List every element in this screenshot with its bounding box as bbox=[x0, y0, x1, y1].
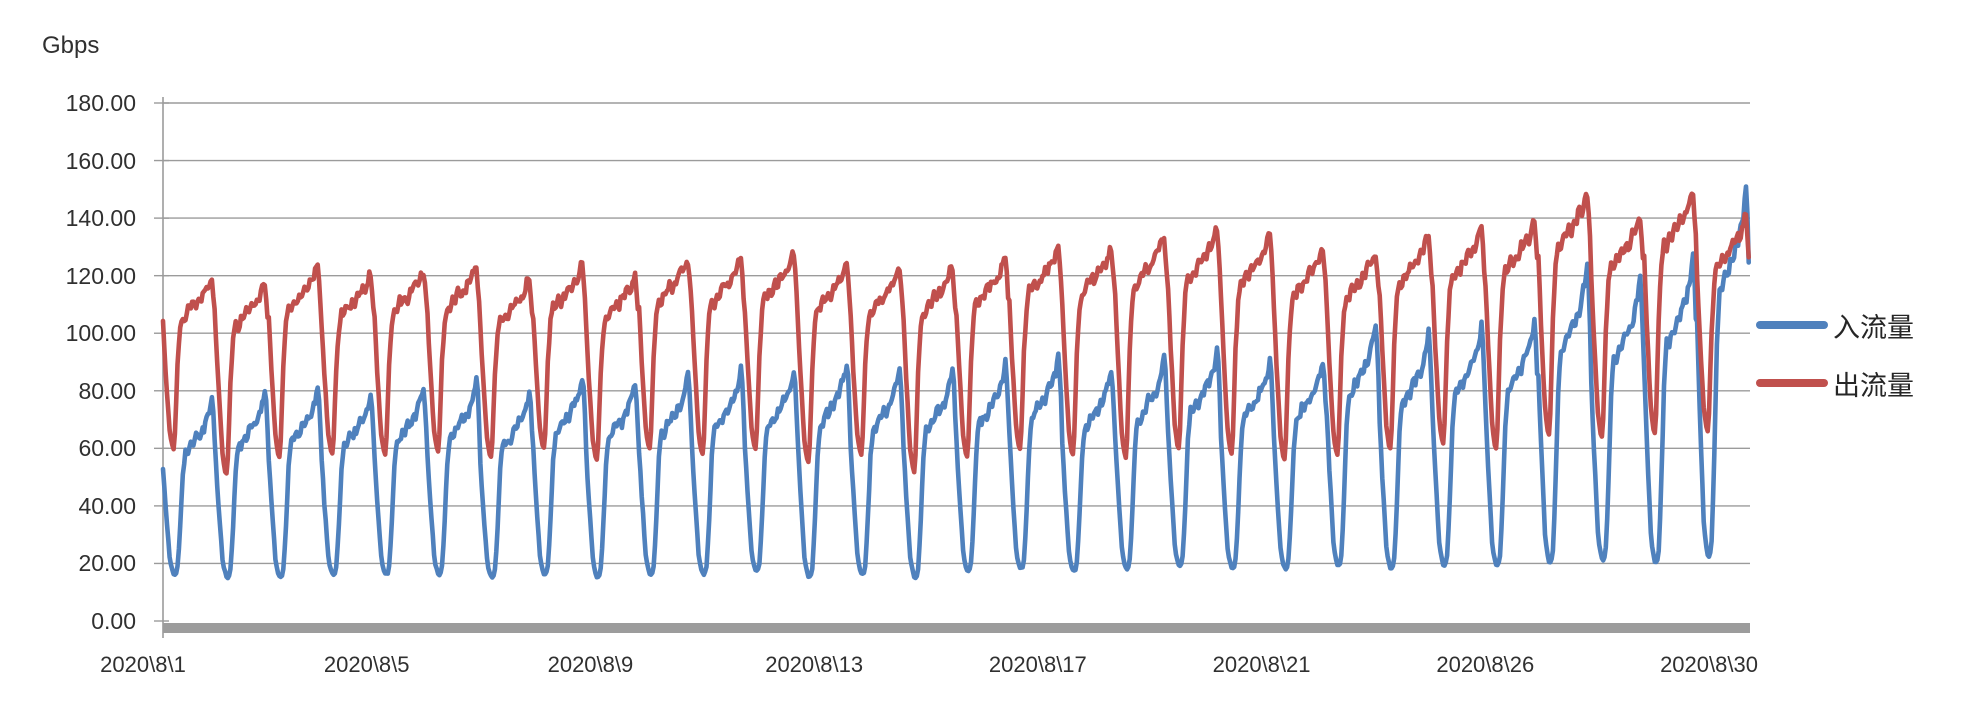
legend-item-outbound: 出流量 bbox=[1756, 363, 1914, 403]
inbound-series-swatch bbox=[1756, 321, 1828, 329]
y-axis-label: 100.00 bbox=[65, 320, 136, 347]
x-axis-bar bbox=[163, 623, 1750, 633]
x-axis-label: 2020\8\21 bbox=[1212, 652, 1311, 677]
y-axis-label: 120.00 bbox=[65, 262, 136, 289]
y-axis-ticks bbox=[154, 102, 169, 622]
y-axis-label: 140.00 bbox=[65, 205, 136, 232]
y-axis-label: 60.00 bbox=[78, 435, 136, 462]
outbound-series-label: 出流量 bbox=[1833, 370, 1914, 401]
y-axis-label: 0.00 bbox=[91, 608, 136, 634]
outbound-series-swatch bbox=[1756, 379, 1828, 387]
y-axis-label: 80.00 bbox=[78, 377, 136, 404]
legend: 入流量 出流量 bbox=[1756, 305, 1914, 403]
y-axis-label: 40.00 bbox=[78, 492, 136, 519]
outbound-series-line bbox=[160, 191, 1751, 476]
x-axis-label: 2020\8\17 bbox=[988, 652, 1087, 677]
y-axis-label: 20.00 bbox=[78, 550, 136, 577]
y-axis-label: 160.00 bbox=[65, 147, 136, 174]
inbound-series-line bbox=[160, 184, 1751, 581]
x-axis-label: 2020\8\9 bbox=[547, 652, 634, 677]
x-axis-label: 2020\8\5 bbox=[323, 652, 410, 677]
inbound-series-label: 入流量 bbox=[1833, 312, 1914, 343]
legend-item-inbound: 入流量 bbox=[1756, 305, 1914, 345]
y-axis-label: 180.00 bbox=[65, 90, 136, 116]
x-axis-label: 2020\8\1 bbox=[100, 652, 186, 677]
x-axis-label: 2020\8\26 bbox=[1436, 652, 1535, 677]
x-axis-label: 2020\8\13 bbox=[765, 652, 864, 677]
y-axis-unit-label: Gbps bbox=[42, 32, 100, 59]
x-axis-label: 2020\8\30 bbox=[1660, 652, 1758, 677]
